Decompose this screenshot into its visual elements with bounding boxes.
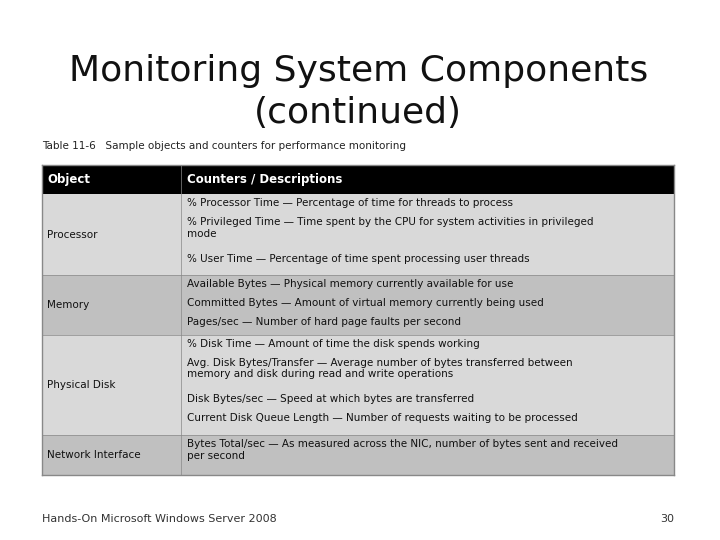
- Text: Processor: Processor: [48, 230, 98, 240]
- Bar: [42, 435, 181, 475]
- Text: Counters / Descriptions: Counters / Descriptions: [186, 173, 342, 186]
- Text: Memory: Memory: [48, 300, 90, 310]
- Bar: [42, 194, 181, 275]
- Bar: [181, 335, 675, 435]
- Text: Monitoring System Components
(continued): Monitoring System Components (continued): [68, 54, 648, 130]
- Text: Avg. Disk Bytes/Transfer — Average number of bytes transferred between
memory an: Avg. Disk Bytes/Transfer — Average numbe…: [186, 358, 572, 380]
- Bar: [42, 335, 181, 435]
- Text: Current Disk Queue Length — Number of requests waiting to be processed: Current Disk Queue Length — Number of re…: [186, 413, 577, 423]
- Text: % Privileged Time — Time spent by the CPU for system activities in privileged
mo: % Privileged Time — Time spent by the CP…: [186, 217, 593, 239]
- Bar: [181, 275, 675, 335]
- Bar: [181, 194, 675, 275]
- Bar: [42, 275, 181, 335]
- Text: % Processor Time — Percentage of time for threads to process: % Processor Time — Percentage of time fo…: [186, 198, 513, 208]
- Text: Disk Bytes/sec — Speed at which bytes are transferred: Disk Bytes/sec — Speed at which bytes ar…: [186, 394, 474, 404]
- Text: Committed Bytes — Amount of virtual memory currently being used: Committed Bytes — Amount of virtual memo…: [186, 298, 544, 308]
- Bar: [181, 435, 675, 475]
- Text: Available Bytes — Physical memory currently available for use: Available Bytes — Physical memory curren…: [186, 279, 513, 288]
- Text: Network Interface: Network Interface: [48, 450, 141, 460]
- Text: Bytes Total/sec — As measured across the NIC, number of bytes sent and received
: Bytes Total/sec — As measured across the…: [186, 439, 618, 461]
- Text: Hands-On Microsoft Windows Server 2008: Hands-On Microsoft Windows Server 2008: [42, 514, 276, 524]
- Text: % User Time — Percentage of time spent processing user threads: % User Time — Percentage of time spent p…: [186, 254, 529, 264]
- Text: % Disk Time — Amount of time the disk spends working: % Disk Time — Amount of time the disk sp…: [186, 339, 480, 349]
- Text: Object: Object: [48, 173, 91, 186]
- Bar: [181, 165, 675, 194]
- Text: Physical Disk: Physical Disk: [48, 380, 116, 390]
- Bar: [42, 165, 181, 194]
- Text: 30: 30: [660, 514, 675, 524]
- Text: Table 11-6   Sample objects and counters for performance monitoring: Table 11-6 Sample objects and counters f…: [42, 141, 406, 151]
- Text: Pages/sec — Number of hard page faults per second: Pages/sec — Number of hard page faults p…: [186, 316, 461, 327]
